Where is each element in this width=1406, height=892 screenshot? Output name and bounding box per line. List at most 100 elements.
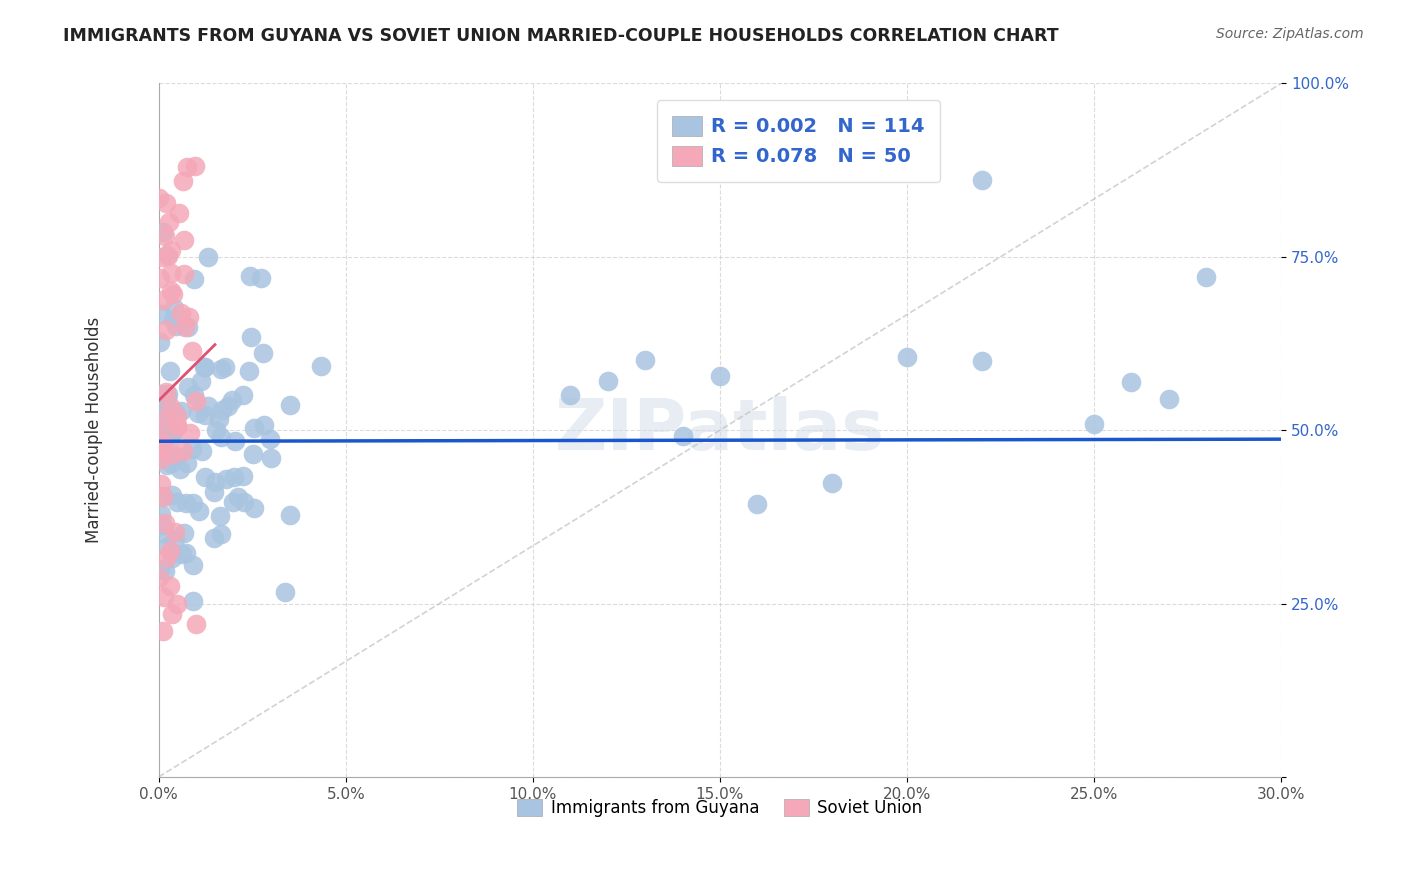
Point	[166, 597, 188, 611]
Point	[165, 449, 187, 463]
Point	[169, 404, 191, 418]
Point	[155, 195, 177, 210]
Point	[634, 352, 657, 367]
Point	[243, 421, 266, 435]
Point	[596, 374, 619, 388]
Point	[208, 412, 231, 426]
Point	[176, 546, 198, 560]
Point	[153, 400, 176, 414]
Point	[226, 490, 249, 504]
Point	[187, 406, 209, 420]
Point	[181, 594, 204, 608]
Point	[209, 362, 232, 376]
Point	[152, 489, 174, 503]
Point	[709, 369, 731, 384]
Point	[188, 504, 211, 518]
Point	[155, 527, 177, 541]
Point	[242, 447, 264, 461]
Point	[170, 547, 193, 561]
Point	[165, 405, 187, 419]
Point	[152, 490, 174, 504]
Point	[150, 410, 173, 425]
Point	[970, 173, 993, 187]
Point	[153, 590, 176, 604]
Point	[173, 526, 195, 541]
Point	[181, 558, 204, 572]
Point	[159, 457, 181, 471]
Point	[160, 551, 183, 566]
Point	[150, 476, 173, 491]
Point	[150, 409, 173, 423]
Point	[160, 447, 183, 461]
Point	[309, 359, 332, 373]
Point	[160, 410, 183, 425]
Point	[162, 313, 184, 327]
Point	[156, 458, 179, 473]
Point	[162, 488, 184, 502]
Point	[747, 497, 769, 511]
Point	[152, 293, 174, 307]
Point	[150, 518, 173, 533]
Point	[217, 399, 239, 413]
Point	[170, 306, 193, 320]
Point	[166, 417, 188, 432]
Point	[821, 476, 844, 491]
Point	[155, 415, 177, 429]
Point	[155, 323, 177, 337]
Point	[232, 468, 254, 483]
Point	[157, 249, 180, 263]
Point	[239, 268, 262, 283]
Text: Source: ZipAtlas.com: Source: ZipAtlas.com	[1216, 27, 1364, 41]
Point	[148, 429, 170, 443]
Point	[896, 351, 918, 365]
Point	[166, 409, 188, 424]
Point	[156, 390, 179, 404]
Point	[155, 384, 177, 399]
Point	[159, 399, 181, 413]
Point	[169, 462, 191, 476]
Point	[970, 353, 993, 368]
Point	[177, 310, 200, 325]
Point	[159, 364, 181, 378]
Point	[1121, 375, 1143, 389]
Point	[167, 206, 190, 220]
Point	[162, 301, 184, 315]
Point	[190, 374, 212, 388]
Point	[166, 420, 188, 434]
Point	[181, 496, 204, 510]
Point	[209, 527, 232, 541]
Point	[202, 531, 225, 545]
Point	[159, 579, 181, 593]
Point	[152, 624, 174, 638]
Point	[205, 423, 228, 437]
Point	[173, 320, 195, 334]
Point	[159, 266, 181, 280]
Point	[172, 173, 194, 187]
Point	[174, 496, 197, 510]
Point	[166, 494, 188, 508]
Point	[153, 408, 176, 422]
Point	[150, 250, 173, 264]
Point	[250, 271, 273, 285]
Point	[153, 516, 176, 531]
Point	[165, 532, 187, 546]
Point	[150, 409, 173, 423]
Point	[191, 444, 214, 458]
Point	[222, 495, 245, 509]
Point	[148, 191, 170, 205]
Point	[278, 398, 301, 412]
Point	[149, 270, 172, 285]
Point	[202, 484, 225, 499]
Point	[253, 417, 276, 432]
Point	[176, 160, 198, 174]
Point	[183, 388, 205, 402]
Point	[177, 320, 200, 334]
Point	[233, 495, 256, 509]
Point	[152, 413, 174, 427]
Point	[204, 475, 226, 490]
Point	[224, 434, 246, 448]
Point	[153, 448, 176, 462]
Point	[252, 346, 274, 360]
Point	[211, 403, 233, 417]
Point	[162, 286, 184, 301]
